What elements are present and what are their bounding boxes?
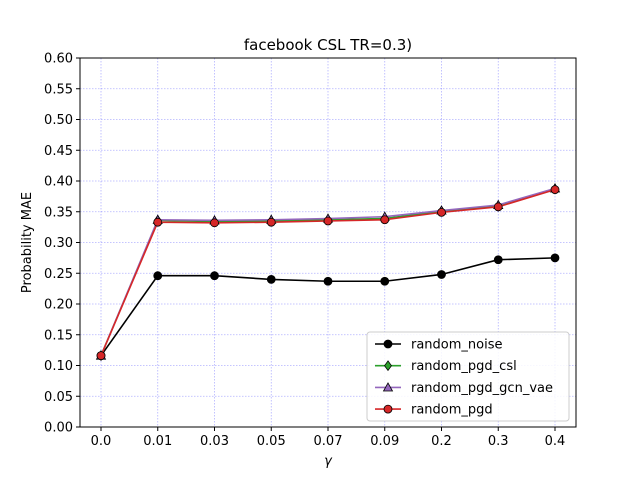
y-tick-label: 0.45 xyxy=(44,144,73,159)
y-tick-label: 0.00 xyxy=(44,421,73,436)
data-point xyxy=(550,253,560,263)
data-point xyxy=(493,202,503,212)
legend-item: random_pgd_csl xyxy=(375,359,517,374)
x-tick-label: 0.2 xyxy=(431,434,452,449)
data-point xyxy=(323,276,333,286)
data-point xyxy=(266,274,276,284)
x-axis-label: γ xyxy=(324,454,333,469)
legend-label: random_pgd xyxy=(411,403,493,418)
data-point xyxy=(210,271,219,281)
data-point xyxy=(437,270,446,279)
legend-item: random_pgd_gcn_vae xyxy=(375,381,553,396)
y-tick-label: 0.30 xyxy=(44,236,73,251)
data-point xyxy=(153,217,163,227)
y-tick-label: 0.55 xyxy=(44,82,73,97)
legend-marker xyxy=(383,404,393,414)
series-random_pgd xyxy=(96,185,560,361)
legend-label: random_pgd_gcn_vae xyxy=(411,381,553,396)
y-tick-label: 0.20 xyxy=(44,298,73,313)
y-tick-label: 0.50 xyxy=(44,113,73,128)
x-tick-label: 0.07 xyxy=(314,434,343,449)
legend-marker xyxy=(384,360,392,372)
series-group xyxy=(95,183,561,362)
data-point xyxy=(323,216,333,226)
y-tick-label: 0.60 xyxy=(44,52,73,67)
x-tick-label: 0.01 xyxy=(143,434,172,449)
x-tick-label: 0.0 xyxy=(91,434,112,449)
y-tick-label: 0.10 xyxy=(44,359,73,374)
legend-item: random_noise xyxy=(375,338,503,353)
x-tick-label: 0.03 xyxy=(200,434,229,449)
data-point xyxy=(493,255,503,265)
axis-ticks: 0.0 0.01 0.03 0.05 0.07 0.09 0.2 0.3 0.4 0.00 0.05… xyxy=(44,52,565,450)
legend-item: random_pgd xyxy=(375,403,493,418)
y-tick-label: 0.25 xyxy=(44,267,73,282)
y-tick-label: 0.35 xyxy=(44,205,73,220)
data-point xyxy=(380,215,390,225)
data-point xyxy=(96,351,106,361)
data-point xyxy=(153,271,163,281)
x-tick-label: 0.4 xyxy=(545,434,566,449)
x-tick-label: 0.3 xyxy=(488,434,509,449)
x-tick-label: 0.05 xyxy=(257,434,286,449)
y-tick-label: 0.05 xyxy=(44,390,73,405)
legend: random_noise random_pgd_csl random_pgd_gcn… xyxy=(366,331,570,422)
data-point xyxy=(437,207,446,217)
x-tick-label: 0.09 xyxy=(370,434,399,449)
data-point xyxy=(266,217,276,227)
legend-label: random_pgd_csl xyxy=(411,359,517,374)
legend-box xyxy=(366,331,570,422)
chart-title: facebook CSL TR=0.3) xyxy=(244,36,412,54)
legend-label: random_noise xyxy=(411,338,503,353)
y-axis-label: Probability MAE xyxy=(20,192,35,293)
legend-marker xyxy=(382,382,394,392)
data-point xyxy=(380,276,390,286)
y-tick-label: 0.40 xyxy=(44,175,73,190)
data-point xyxy=(550,185,560,195)
legend-marker xyxy=(383,339,393,349)
data-point xyxy=(210,218,219,228)
y-tick-label: 0.15 xyxy=(44,328,73,343)
